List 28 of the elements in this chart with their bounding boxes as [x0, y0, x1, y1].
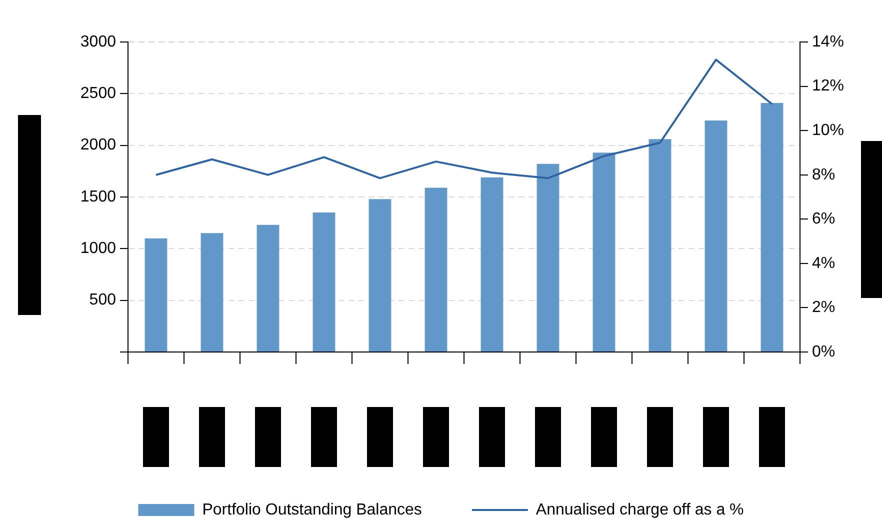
y2-tick-label: 6%	[812, 210, 836, 228]
y2-tick-label: 14%	[812, 33, 844, 50]
y2-tick-label: 10%	[812, 122, 844, 139]
y2-tick-label: 8%	[812, 166, 836, 184]
y-tick-label: 3000	[80, 33, 116, 50]
y2-tick-label: 2%	[812, 299, 836, 316]
y-tick-label: 2500	[80, 85, 116, 102]
y-tick-label: 500	[89, 292, 116, 309]
bar	[144, 238, 168, 352]
bar	[536, 164, 560, 352]
y-tick-label: 1500	[80, 188, 116, 206]
bar	[648, 139, 672, 352]
y2-tick-label: 0%	[812, 343, 836, 360]
bar	[312, 212, 336, 352]
y2-tick-label: 12%	[812, 78, 844, 95]
bar	[592, 152, 616, 352]
legend-label: Portfolio Outstanding Balances	[202, 501, 422, 518]
bar	[424, 188, 448, 352]
bar	[200, 233, 224, 352]
bar	[704, 120, 728, 352]
y2-tick-label: 4%	[812, 254, 836, 272]
bar	[368, 199, 392, 352]
bar	[480, 177, 504, 352]
bar	[760, 102, 784, 352]
bar	[256, 224, 280, 352]
y-tick-label: 2000	[80, 136, 116, 154]
legend-label: Annualised charge off as a %	[536, 501, 744, 518]
y-tick-label: 1000	[80, 240, 116, 258]
